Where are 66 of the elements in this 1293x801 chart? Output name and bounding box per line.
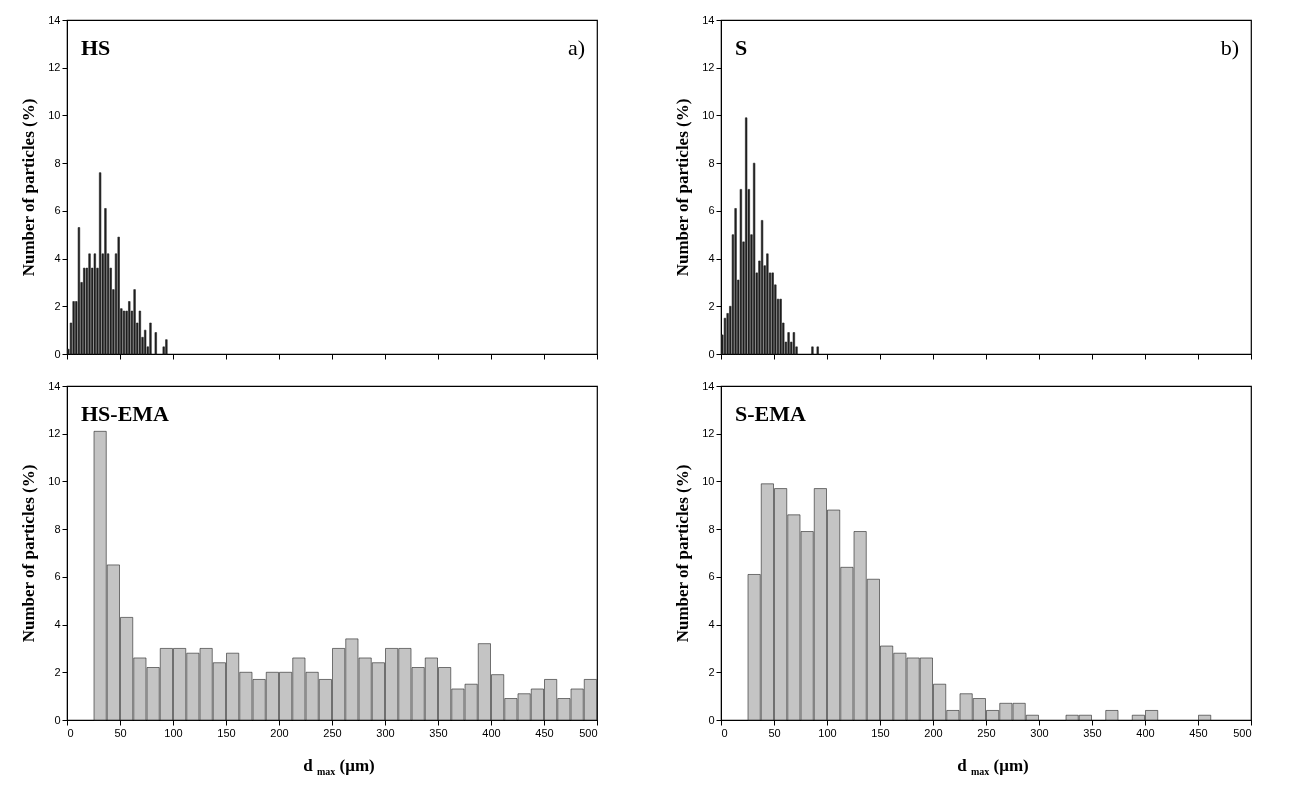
y-tick-label: 0 (54, 347, 61, 360)
y-tick-label: 8 (54, 156, 61, 169)
x-axis-title: d $_{max}$ (μm) (956, 756, 1030, 778)
x-tick-label: 500 (579, 726, 598, 739)
x-tick-label: 50 (768, 726, 781, 739)
x-tick-label: 50 (114, 726, 127, 739)
y-tick-label: 2 (708, 665, 715, 678)
y-tick-label: 12 (702, 427, 715, 440)
y-axis-title: Number of particles (%) (673, 98, 693, 277)
y-tick-label: 4 (708, 252, 715, 265)
x-tick-label: 0 (721, 726, 728, 739)
y-axis-title: Number of particles (%) (673, 464, 693, 643)
x-tick-label: 450 (1189, 726, 1208, 739)
y-axis-title: Number of particles (%) (19, 464, 39, 643)
x-tick-label: 250 (977, 726, 996, 739)
x-tick-label: 200 (924, 726, 943, 739)
y-tick-label: 14 (48, 13, 61, 26)
y-tick-label: 2 (708, 299, 715, 312)
x-tick-label: 100 (164, 726, 183, 739)
y-tick-label: 2 (54, 665, 61, 678)
y-tick-label: 12 (48, 61, 61, 74)
y-tick-label: 0 (54, 713, 61, 726)
y-tick-label: 4 (54, 618, 61, 631)
y-axis-title: Number of particles (%) (19, 98, 39, 277)
x-tick-label: 350 (1083, 726, 1102, 739)
y-tick-label: 0 (708, 347, 715, 360)
y-tick-label: 8 (54, 522, 61, 535)
annotation: a) (567, 35, 585, 60)
x-tick-label: 300 (1030, 726, 1049, 739)
y-tick-label: 8 (708, 522, 715, 535)
y-tick-label: 10 (48, 108, 61, 121)
y-tick-label: 6 (54, 570, 61, 583)
x-tick-label: 500 (1233, 726, 1252, 739)
y-tick-label: 14 (702, 13, 715, 26)
y-tick-label: 14 (702, 379, 715, 392)
x-tick-label: 250 (323, 726, 342, 739)
x-tick-label: 150 (871, 726, 890, 739)
y-tick-label: 14 (48, 379, 61, 392)
x-tick-label: 400 (1136, 726, 1155, 739)
x-tick-label: 150 (217, 726, 236, 739)
x-axis-title: d $_{max}$ (μm) (302, 756, 376, 778)
annotation: b) (1220, 35, 1239, 60)
annotation: S-EMA (735, 401, 806, 426)
y-tick-label: 2 (54, 299, 61, 312)
y-tick-label: 12 (702, 61, 715, 74)
x-tick-label: 350 (429, 726, 448, 739)
x-tick-label: 400 (482, 726, 501, 739)
y-tick-label: 4 (708, 618, 715, 631)
y-tick-label: 8 (708, 156, 715, 169)
y-tick-label: 10 (702, 108, 715, 121)
y-tick-label: 6 (708, 204, 715, 217)
annotation: HS (81, 35, 111, 60)
y-tick-label: 12 (48, 427, 61, 440)
y-tick-label: 0 (708, 713, 715, 726)
x-tick-label: 0 (67, 726, 74, 739)
y-tick-label: 6 (708, 570, 715, 583)
annotation: HS-EMA (81, 401, 170, 426)
y-tick-label: 6 (54, 204, 61, 217)
annotation: S (735, 35, 748, 60)
y-tick-label: 10 (48, 474, 61, 487)
x-tick-label: 450 (535, 726, 554, 739)
x-tick-label: 300 (376, 726, 395, 739)
x-tick-label: 100 (818, 726, 837, 739)
y-tick-label: 10 (702, 474, 715, 487)
y-tick-label: 4 (54, 252, 61, 265)
x-tick-label: 200 (270, 726, 289, 739)
